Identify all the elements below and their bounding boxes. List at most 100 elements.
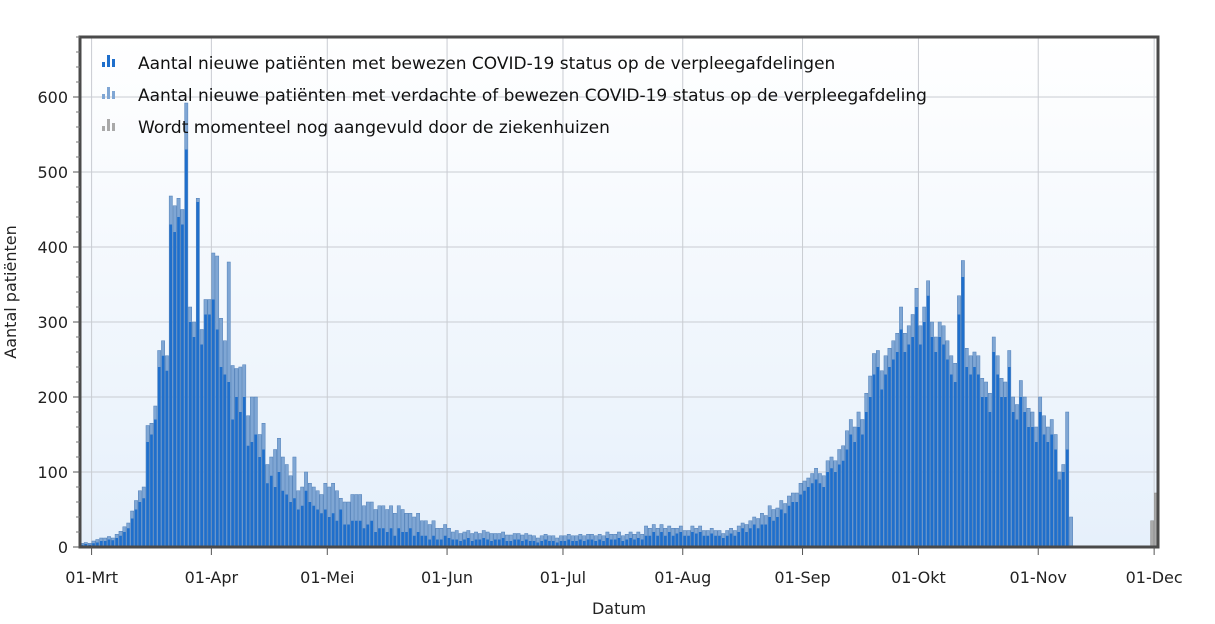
bar-bewezen	[857, 427, 860, 547]
legend-item[interactable]: Aantal nieuwe patiënten met verdachte of…	[102, 86, 927, 106]
bar-bewezen	[864, 412, 868, 547]
bar-bewezen	[830, 468, 833, 547]
bar-bewezen	[559, 541, 563, 547]
bar-bewezen	[586, 539, 590, 547]
bar-bewezen	[239, 412, 242, 547]
bar-bewezen	[861, 434, 864, 547]
legend-item[interactable]: Aantal nieuwe patiënten met bewezen COVI…	[102, 54, 835, 74]
bar-chart-icon	[102, 55, 115, 67]
bar-bewezen	[725, 535, 729, 547]
bar-bewezen	[208, 314, 211, 547]
x-tick-label: 01-Jul	[540, 568, 586, 587]
bar-bewezen	[169, 224, 173, 547]
plot-area	[78, 35, 1160, 549]
x-tick-label: 01-Mei	[300, 568, 354, 587]
bar-bewezen	[895, 352, 899, 547]
bar-bewezen	[1023, 412, 1027, 547]
bar-bewezen	[841, 460, 845, 547]
bar-bewezen	[660, 532, 663, 547]
bar-bewezen	[211, 299, 215, 547]
bar-bewezen	[617, 538, 621, 547]
bar-bewezen	[215, 329, 219, 547]
bar-bewezen	[625, 539, 629, 547]
bar-bewezen	[401, 532, 404, 547]
bar-bewezen	[517, 539, 520, 547]
bar-bewezen	[973, 367, 976, 547]
legend[interactable]: Aantal nieuwe patiënten met bewezen COVI…	[102, 54, 927, 138]
x-tick-label: 01-Sep	[774, 568, 830, 587]
bar-bewezen	[389, 528, 393, 547]
bar-bewezen	[582, 541, 586, 547]
bar-bewezen	[818, 483, 822, 547]
bar-bewezen	[996, 374, 999, 547]
bar-bewezen	[721, 538, 725, 547]
bar-bewezen	[177, 217, 180, 547]
bar-bewezen	[482, 538, 486, 547]
bar-bewezen	[157, 367, 161, 547]
bar-bewezen	[200, 344, 204, 547]
bar-bewezen	[123, 532, 126, 547]
bar-bewezen	[150, 434, 153, 547]
bar-bewezen	[339, 509, 343, 547]
bar-bewezen	[107, 539, 111, 547]
bar-bewezen	[99, 541, 103, 547]
bar-bewezen	[609, 539, 613, 547]
bar-bewezen	[358, 520, 362, 547]
bar-bewezen	[934, 352, 938, 547]
bar-bewezen	[130, 518, 134, 547]
bar-bewezen	[397, 528, 401, 547]
x-tick-label: 01-Jun	[421, 568, 473, 587]
y-tick-label: 100	[37, 463, 68, 482]
bar-bewezen	[1046, 442, 1050, 547]
bar-bewezen	[1054, 449, 1057, 547]
bar-bewezen	[385, 532, 389, 547]
bar-bewezen	[378, 528, 381, 547]
bar-bewezen	[911, 337, 914, 547]
bar-bewezen	[119, 535, 122, 547]
bar-bewezen	[555, 542, 559, 547]
bar-bewezen	[834, 472, 837, 547]
bar-bewezen	[1065, 449, 1069, 547]
bar-bewezen	[262, 449, 265, 547]
legend-label: Wordt momenteel nog aangevuld door de zi…	[138, 118, 610, 138]
bar-bewezen	[235, 397, 238, 547]
x-tick-label: 01-Dec	[1126, 568, 1183, 587]
bar-bewezen	[405, 532, 408, 547]
bar-bewezen	[845, 449, 849, 547]
bar-bewezen	[1050, 434, 1054, 547]
bar-bewezen	[300, 505, 304, 547]
bar-bewezen	[289, 502, 292, 547]
bar-bewezen	[351, 520, 354, 547]
bar-bewezen	[776, 517, 779, 547]
bar-bewezen	[381, 528, 385, 547]
bar-bewezen	[161, 355, 165, 547]
bar-bewezen	[474, 539, 478, 547]
bar-bewezen	[304, 490, 308, 547]
bar-bewezen	[563, 541, 567, 547]
legend-item[interactable]: Wordt momenteel nog aangevuld door de zi…	[102, 118, 610, 138]
bar-bewezen	[142, 498, 146, 547]
bar-bewezen	[524, 539, 528, 547]
bar-bewezen	[366, 524, 370, 547]
bar-bewezen	[1038, 412, 1042, 547]
bar-bewezen	[667, 532, 671, 547]
bar-bewezen	[694, 533, 698, 547]
x-tick-label: 01-Mrt	[65, 568, 118, 587]
bar-bewezen	[949, 374, 953, 547]
bar-bewezen	[1007, 367, 1011, 547]
bar-chart-icon	[102, 87, 115, 99]
bar-bewezen	[922, 322, 926, 547]
bars	[80, 102, 1158, 548]
bar-bewezen	[501, 538, 505, 547]
bar-bewezen	[354, 520, 358, 547]
bar-bewezen	[327, 517, 331, 547]
bar-bewezen	[633, 539, 636, 547]
bar-bewezen	[687, 535, 690, 547]
bar-bewezen	[250, 442, 254, 547]
bar-bewezen	[919, 344, 922, 547]
bar-bewezen	[698, 532, 702, 547]
bar-bewezen	[285, 494, 289, 547]
bar-bewezen	[621, 541, 625, 547]
bar-bewezen	[227, 382, 231, 547]
